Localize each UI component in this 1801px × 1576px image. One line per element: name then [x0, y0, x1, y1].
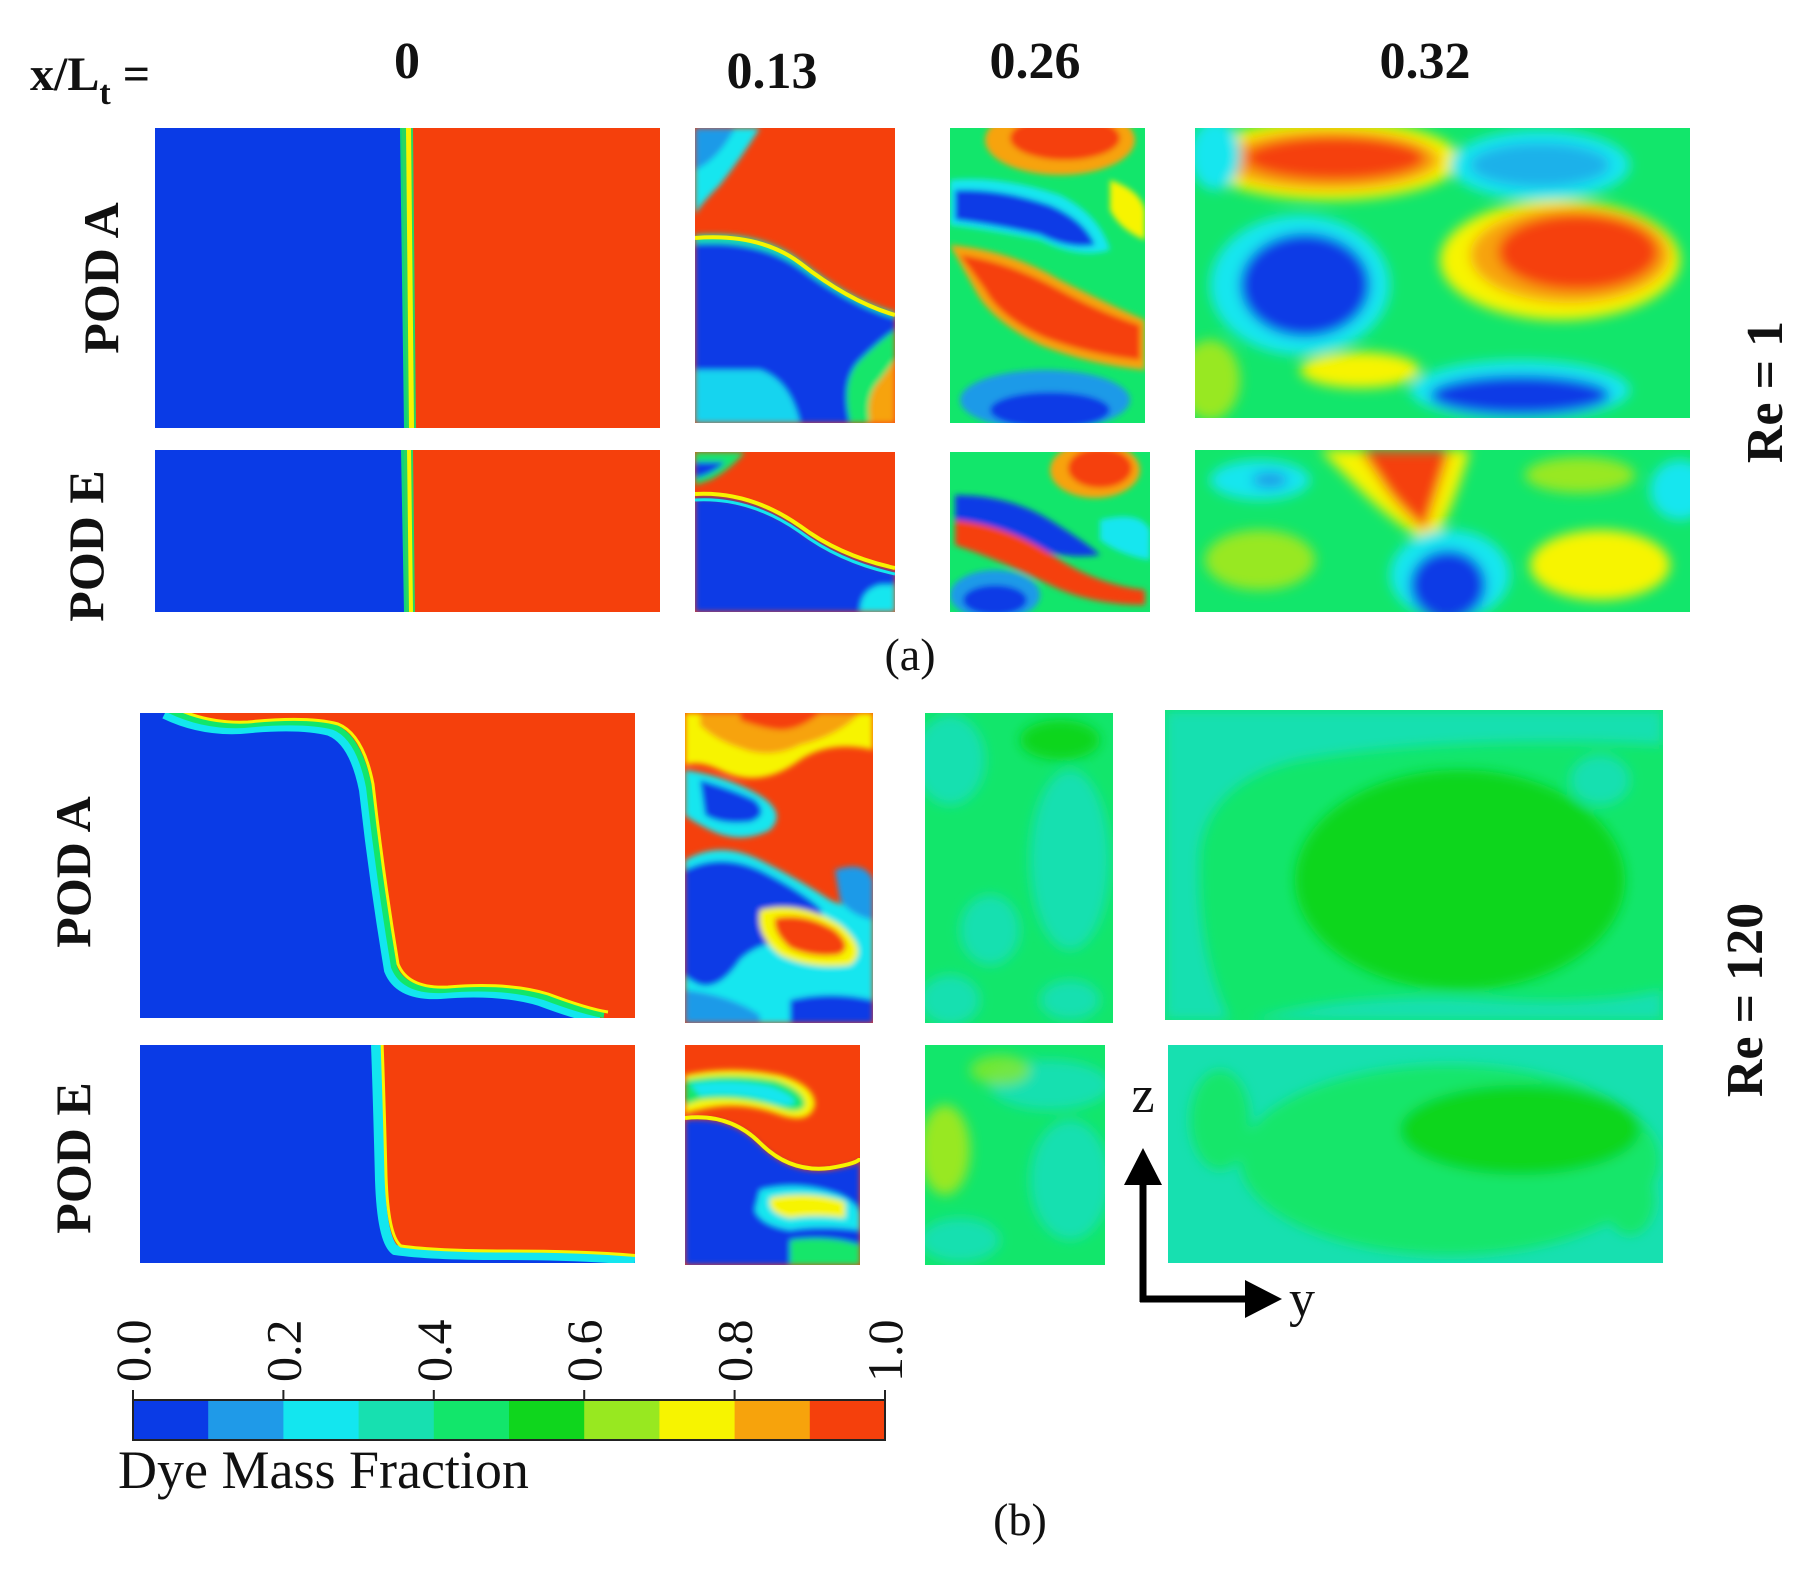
z-axis-label: z — [1131, 1067, 1154, 1124]
axis-indicator: z y — [1124, 1067, 1315, 1328]
colorbar-segment — [433, 1400, 510, 1440]
colorbar-segment — [283, 1400, 360, 1440]
colorbar-tick-label: 0.8 — [707, 1320, 763, 1383]
panel-b-pod-e-x026 — [925, 1045, 1105, 1265]
xlabel-main: x/Lt = — [30, 48, 150, 112]
panel-b-pod-a-x013 — [685, 713, 873, 1023]
z-arrowhead-icon — [1124, 1148, 1162, 1185]
panel-a-pod-e-x013 — [695, 452, 895, 612]
row-label-b-pod-a: POD A — [45, 796, 101, 947]
panel-a-pod-a-x026 — [950, 128, 1145, 423]
colorbar-tick-label: 0.0 — [105, 1320, 161, 1383]
colorbar-segment — [133, 1400, 209, 1440]
panel-a-pod-a-x013 — [695, 128, 895, 423]
re-label-a: Re = 1 — [1737, 321, 1794, 463]
panel-b-pod-e-x0 — [140, 1045, 635, 1263]
colorbar-segment — [659, 1400, 736, 1440]
panel-b-pod-a-x032 — [1165, 710, 1663, 1020]
panel-b-pod-a-x026 — [925, 713, 1113, 1023]
y-arrowhead-icon — [1245, 1280, 1282, 1318]
section-label-b: (b) — [993, 1494, 1047, 1545]
row-label-a-pod-e: POD E — [58, 470, 114, 621]
colorbar-segment — [734, 1400, 811, 1440]
row-label-a-pod-a: POD A — [73, 202, 129, 353]
colorbar-segment — [208, 1400, 284, 1440]
colorbar-ticks: 0.0 0.2 0.4 0.6 0.8 1.0 — [105, 1320, 913, 1400]
xlabel-sub: t — [99, 75, 111, 112]
colorbar-frame — [132, 1399, 886, 1441]
xlabel-eq: = — [111, 48, 150, 101]
colorbar-tick-label: 0.2 — [255, 1320, 311, 1383]
colorbar-tick-label: 1.0 — [857, 1320, 913, 1383]
colorbar-segment — [509, 1400, 585, 1440]
column-label-0: 0 — [394, 33, 420, 90]
colorbar-segment — [358, 1400, 435, 1440]
panel-a-pod-a-x0 — [155, 128, 660, 428]
panel-a-pod-a-x032 — [1195, 128, 1690, 418]
column-label-3: 0.32 — [1380, 33, 1471, 90]
column-label-1: 0.13 — [727, 43, 818, 100]
colorbar-segment — [584, 1400, 660, 1440]
colorbar — [132, 1399, 886, 1441]
panel-a-pod-e-x032 — [1195, 450, 1690, 612]
column-label-2: 0.26 — [990, 33, 1081, 90]
colorbar-tick-label: 0.6 — [556, 1320, 612, 1383]
colorbar-segment — [809, 1400, 886, 1440]
colorbar-tick-label: 0.4 — [406, 1320, 462, 1383]
section-label-a: (a) — [884, 629, 935, 680]
panel-b-pod-e-x013 — [685, 1045, 860, 1265]
row-label-b-pod-e: POD E — [45, 1082, 101, 1233]
panel-a-pod-e-x026 — [950, 452, 1150, 612]
panel-b-pod-a-x0 — [140, 713, 635, 1018]
re-label-b: Re = 120 — [1717, 903, 1774, 1097]
panel-b-pod-e-x032 — [1168, 1045, 1663, 1263]
y-axis-label: y — [1289, 1271, 1315, 1328]
panel-a-pod-e-x0 — [155, 450, 660, 612]
colorbar-title: Dye Mass Fraction — [118, 1440, 529, 1500]
